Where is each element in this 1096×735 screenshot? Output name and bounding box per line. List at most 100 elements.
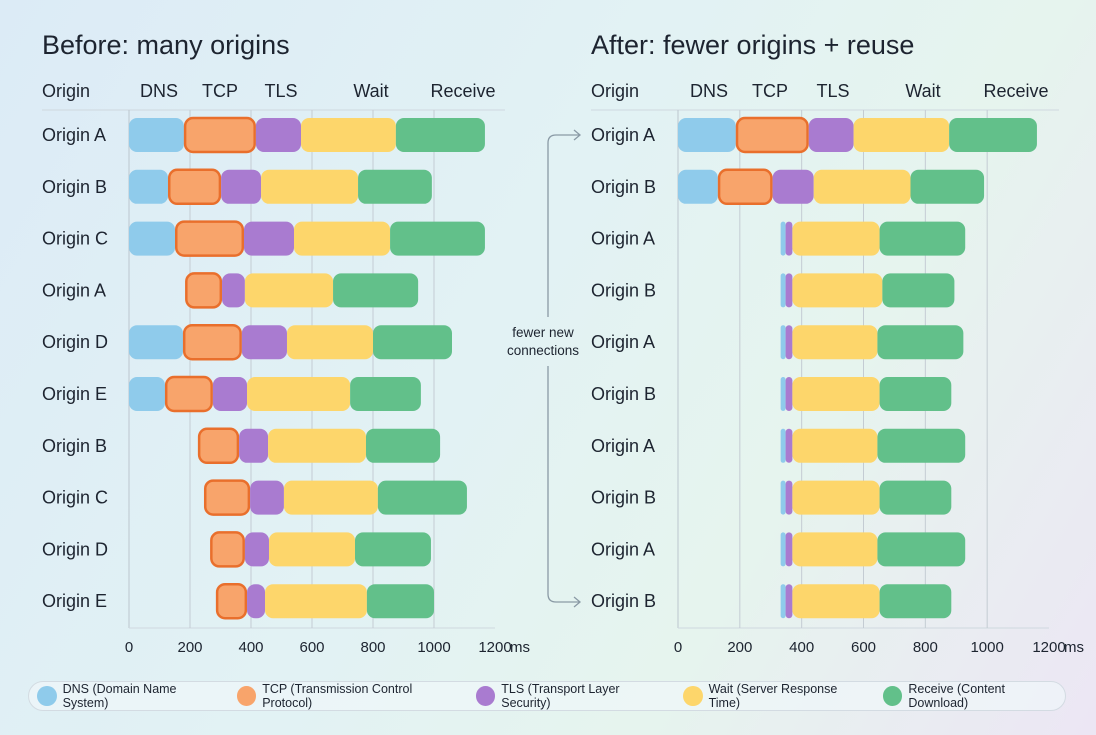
x-unit-label: ms bbox=[510, 639, 530, 656]
x-tick-label: 800 bbox=[360, 639, 385, 656]
bar-tls bbox=[785, 584, 793, 619]
bar-receive bbox=[882, 273, 955, 308]
bar-receive bbox=[390, 221, 485, 256]
right-chart-title: After: fewer origins + reuse bbox=[591, 30, 915, 60]
row-label: Origin E bbox=[42, 384, 107, 404]
annotation-line-1: fewer new bbox=[512, 325, 574, 340]
bar-receive bbox=[358, 169, 432, 204]
bar-receive bbox=[366, 584, 434, 619]
bar-dns bbox=[780, 584, 786, 619]
bar-tcp bbox=[183, 116, 256, 154]
row-label: Origin B bbox=[591, 280, 656, 300]
x-tick-label: 1000 bbox=[970, 639, 1003, 656]
bar-receive bbox=[879, 480, 952, 515]
bar-dns bbox=[129, 118, 184, 152]
legend: DNS (Domain Name System) TCP (Transmissi… bbox=[28, 681, 1066, 711]
bar-wait bbox=[792, 480, 880, 515]
bar-tls bbox=[785, 428, 793, 463]
bar-wait bbox=[268, 532, 356, 567]
bar-dns bbox=[780, 221, 786, 256]
bar-wait bbox=[792, 584, 880, 619]
bar-dns bbox=[129, 377, 165, 411]
phase-header-receive: Receive bbox=[983, 81, 1048, 101]
phase-header-wait: Wait bbox=[353, 81, 388, 101]
bar-receive bbox=[879, 377, 952, 411]
bar-tcp bbox=[182, 323, 242, 361]
row-label: Origin B bbox=[591, 591, 656, 611]
bar-tls bbox=[244, 532, 269, 567]
bar-tls bbox=[785, 532, 793, 567]
row-label: Origin A bbox=[42, 280, 106, 300]
row-label: Origin C bbox=[42, 229, 108, 249]
bar-dns bbox=[129, 169, 169, 204]
bar-tls bbox=[808, 118, 854, 152]
legend-item-tcp: TCP (Transmission Control Protocol) bbox=[236, 682, 462, 710]
annotation-line-2: connections bbox=[507, 343, 579, 358]
bar-receive bbox=[877, 325, 964, 360]
bar-wait bbox=[268, 428, 366, 463]
bar-receive bbox=[879, 584, 952, 619]
legend-label: TLS (Transport Layer Security) bbox=[501, 682, 620, 710]
row-label: Origin C bbox=[42, 488, 108, 508]
row-label: Origin B bbox=[591, 488, 656, 508]
bracket-bottom bbox=[547, 366, 580, 603]
x-tick-label: 600 bbox=[299, 639, 324, 656]
bar-tls bbox=[250, 480, 284, 515]
bar-wait bbox=[244, 273, 334, 308]
bar-tcp bbox=[717, 168, 773, 206]
bar-tcp bbox=[197, 427, 240, 465]
bar-wait bbox=[247, 377, 351, 411]
bar-wait bbox=[792, 325, 878, 360]
bar-tcp bbox=[167, 168, 222, 206]
x-tick-label: 1200 bbox=[1032, 639, 1065, 656]
bar-dns bbox=[678, 118, 736, 152]
bar-tls bbox=[785, 221, 793, 256]
bar-tcp bbox=[735, 116, 809, 154]
receive-swatch bbox=[882, 686, 903, 706]
bar-tls bbox=[243, 221, 295, 256]
bar-tls bbox=[247, 584, 266, 619]
bar-tcp bbox=[203, 479, 251, 516]
bar-receive bbox=[877, 428, 966, 463]
bar-dns bbox=[780, 532, 786, 567]
bar-dns bbox=[780, 480, 786, 515]
row-label: Origin A bbox=[591, 229, 655, 249]
legend-item-dns: DNS (Domain Name System) bbox=[37, 682, 223, 710]
row-label: Origin A bbox=[591, 125, 655, 145]
x-tick-label: 1200 bbox=[478, 639, 511, 656]
bar-tls bbox=[212, 377, 248, 411]
bar-dns bbox=[129, 221, 176, 256]
bar-receive bbox=[365, 428, 441, 463]
bar-tls bbox=[785, 480, 793, 515]
legend-item-tls: TLS (Transport Layer Security) bbox=[475, 682, 669, 710]
row-label: Origin E bbox=[42, 591, 107, 611]
row-label: Origin A bbox=[591, 332, 655, 352]
x-tick-label: 800 bbox=[913, 639, 938, 656]
bar-tls bbox=[241, 325, 287, 360]
bar-tcp bbox=[215, 582, 248, 620]
phase-header-receive: Receive bbox=[430, 81, 495, 101]
phase-header-tcp: TCP bbox=[202, 81, 238, 101]
x-tick-label: 400 bbox=[789, 639, 814, 656]
bar-wait bbox=[294, 221, 391, 256]
bar-wait bbox=[813, 169, 911, 204]
bar-tcp bbox=[185, 272, 223, 309]
row-label: Origin B bbox=[591, 384, 656, 404]
bar-wait bbox=[261, 169, 359, 204]
arrow-head-icon bbox=[573, 596, 582, 608]
phase-header-tcp: TCP bbox=[752, 81, 788, 101]
bar-receive bbox=[350, 377, 421, 411]
bar-receive bbox=[877, 532, 966, 567]
row-label: Origin D bbox=[42, 539, 108, 559]
x-tick-label: 600 bbox=[851, 639, 876, 656]
arrow-head-icon bbox=[573, 129, 582, 141]
row-label: Origin A bbox=[591, 436, 655, 456]
x-tick-label: 0 bbox=[674, 639, 682, 656]
tcp-swatch bbox=[236, 686, 257, 706]
row-label: Origin A bbox=[591, 539, 655, 559]
row-label: Origin A bbox=[42, 125, 106, 145]
bar-tls bbox=[239, 428, 269, 463]
bar-dns bbox=[780, 325, 786, 360]
bar-receive bbox=[910, 169, 985, 204]
